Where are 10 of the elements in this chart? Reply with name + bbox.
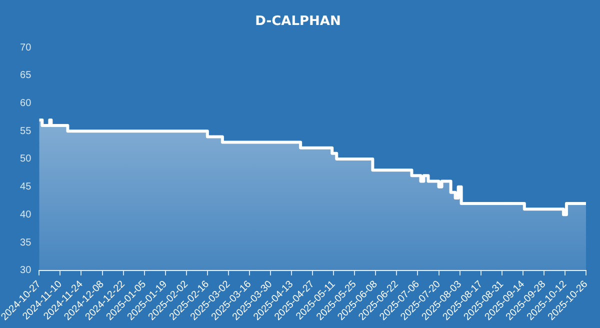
y-tick-label: 30 xyxy=(20,265,32,276)
y-tick-label: 40 xyxy=(20,209,32,220)
y-tick-label: 35 xyxy=(20,237,32,248)
chart-title: D-CALPHAN xyxy=(255,14,341,30)
y-tick-label: 50 xyxy=(20,154,32,165)
y-tick-label: 65 xyxy=(20,70,32,82)
y-tick-label: 45 xyxy=(20,182,32,193)
y-tick-label: 70 xyxy=(20,42,32,54)
y-tick-label: 60 xyxy=(20,98,32,110)
y-tick-label: 55 xyxy=(20,126,32,137)
